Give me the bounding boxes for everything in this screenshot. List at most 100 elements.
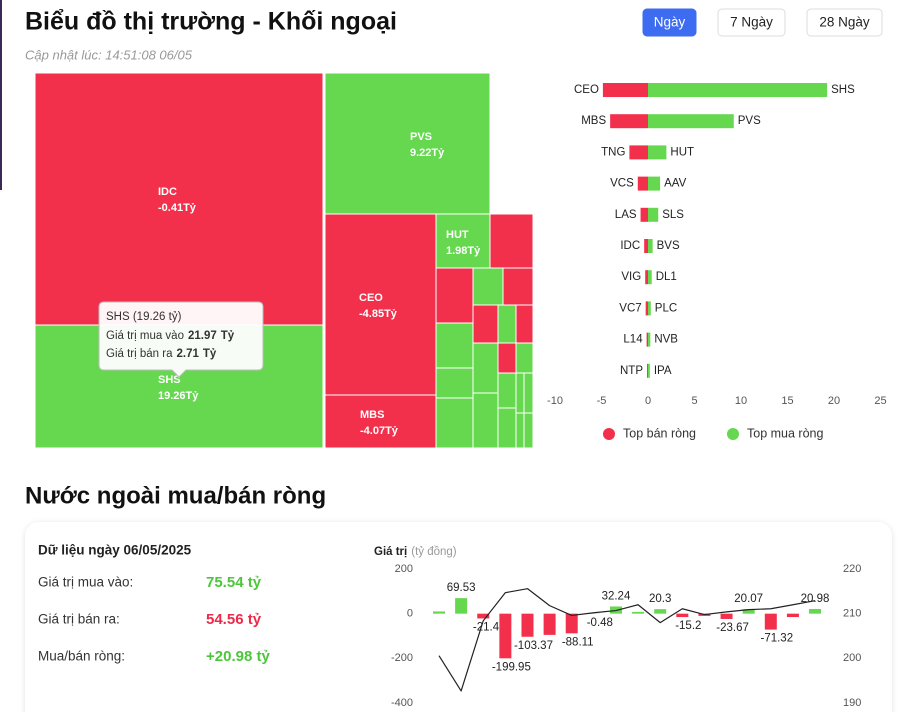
legend-marker <box>727 428 739 440</box>
bar-label: IPA <box>654 365 672 377</box>
bar <box>786 613 799 618</box>
bar <box>742 609 755 614</box>
bar <box>565 613 578 634</box>
bar-label: NVB <box>654 334 678 346</box>
tile-value: 19.26Tỷ <box>158 390 199 402</box>
combo-chart: Giá trị (tỷ đồng) 200 0 -200 -400 220 210 200 190… <box>374 546 861 709</box>
bar <box>648 207 659 222</box>
tile-name: IDC <box>158 186 177 198</box>
bar-value-label: -21.43 <box>473 621 506 633</box>
bar-value-label: -199.95 <box>492 661 531 673</box>
bar-value-label: -103.37 <box>514 640 553 652</box>
bar <box>720 613 733 619</box>
bar <box>647 363 648 378</box>
bar-label: AAV <box>664 178 686 190</box>
small-tile <box>489 213 534 269</box>
card-value: +20.98 tỷ <box>206 648 270 665</box>
bar <box>648 114 734 129</box>
small-tile <box>497 304 517 344</box>
card-value: 75.54 tỷ <box>206 574 262 591</box>
tile-value: -4.85Tỷ <box>359 308 398 320</box>
tile-value: 9.22Tỷ <box>410 147 445 159</box>
bar-value-label: 20.07 <box>734 593 763 605</box>
bar-label: IDC <box>620 240 640 252</box>
small-tile <box>523 412 534 449</box>
tile <box>324 72 491 215</box>
small-tile <box>435 322 474 369</box>
small-tile <box>472 304 499 344</box>
bar-label: SHS <box>831 84 855 96</box>
y2-tick-label: 200 <box>843 652 861 664</box>
tab-button[interactable]: 7 Ngày <box>717 8 786 37</box>
bar <box>645 270 648 285</box>
x-tick-label: 0 <box>645 395 651 407</box>
bar-label: VIG <box>621 271 641 283</box>
x-tick-label: 5 <box>691 395 697 407</box>
tooltip-label: Giá trị mua vào <box>106 330 184 342</box>
small-tile <box>435 397 474 449</box>
small-tile <box>435 367 474 399</box>
small-tile <box>502 267 534 306</box>
tab-bg <box>717 8 786 37</box>
small-tile <box>515 342 534 374</box>
legend-marker <box>603 428 615 440</box>
bar <box>648 176 661 191</box>
bar <box>645 301 648 316</box>
bar <box>629 145 648 160</box>
bar-label: CEO <box>574 84 599 96</box>
tile-name: MBS <box>360 409 384 421</box>
bar <box>499 613 512 659</box>
tooltip-box <box>98 301 264 378</box>
small-tile <box>472 267 504 306</box>
bar-label: MBS <box>581 115 606 127</box>
x-tick-label: 10 <box>735 395 747 407</box>
tile <box>324 213 437 396</box>
bar <box>676 613 689 618</box>
bar <box>477 613 490 619</box>
tooltip-unit: Tỷ <box>203 348 217 360</box>
bar <box>648 363 650 378</box>
tab-label: Ngày <box>654 15 686 30</box>
bar <box>543 613 556 635</box>
x-tick-label: 25 <box>874 395 886 407</box>
tabs: Ngày 7 Ngày 28 Ngày <box>642 8 883 37</box>
bar <box>644 239 648 253</box>
bar <box>610 114 648 129</box>
small-tile <box>515 372 525 414</box>
axis-title-unit: (tỷ đồng) <box>411 546 457 558</box>
y-tick-label: -200 <box>391 652 413 664</box>
y-tick-label: -400 <box>391 697 413 709</box>
x-tick-label: 20 <box>828 395 840 407</box>
bar-label: NTP <box>620 365 643 377</box>
bar-label: HUT <box>670 146 694 158</box>
page-title: Biểu đồ thị trường - Khối ngoại <box>25 8 397 36</box>
axis-title-main: Giá trị <box>374 546 407 558</box>
tile-value: -4.07Tỷ <box>360 425 399 437</box>
bar <box>648 301 651 316</box>
small-tile <box>497 407 517 449</box>
tile-name: CEO <box>359 292 383 304</box>
tab-button[interactable]: 28 Ngày <box>806 8 883 37</box>
y2-tick-label: 210 <box>843 608 861 620</box>
legend-label: Top mua ròng <box>747 426 823 440</box>
card-label: Giá trị bán ra: <box>38 612 120 627</box>
bar-label: PLC <box>655 302 677 314</box>
bar-label: SLS <box>662 209 684 221</box>
x-tick-label: -5 <box>597 395 607 407</box>
tooltip-value: 2.71 <box>176 348 199 360</box>
tile-value: -0.41Tỷ <box>158 202 197 214</box>
tab-button[interactable]: Ngày <box>642 8 697 37</box>
small-tile <box>515 412 525 449</box>
bar-label: TNG <box>601 146 625 158</box>
bar <box>809 608 822 614</box>
bar-value-label: 20.3 <box>649 593 671 605</box>
tooltip: SHS (19.26 tỷ)Giá trị mua vào 21.97 TỷGiá … <box>98 301 264 378</box>
line <box>438 588 816 692</box>
bar <box>648 239 653 253</box>
bar-label: DL1 <box>656 271 677 283</box>
small-tile <box>472 342 499 394</box>
x-tick-label: 15 <box>781 395 793 407</box>
small-tile <box>497 342 517 374</box>
card-date: Dữ liệu ngày 06/05/2025 <box>38 543 192 558</box>
bar-value-label: -88.11 <box>562 636 594 648</box>
